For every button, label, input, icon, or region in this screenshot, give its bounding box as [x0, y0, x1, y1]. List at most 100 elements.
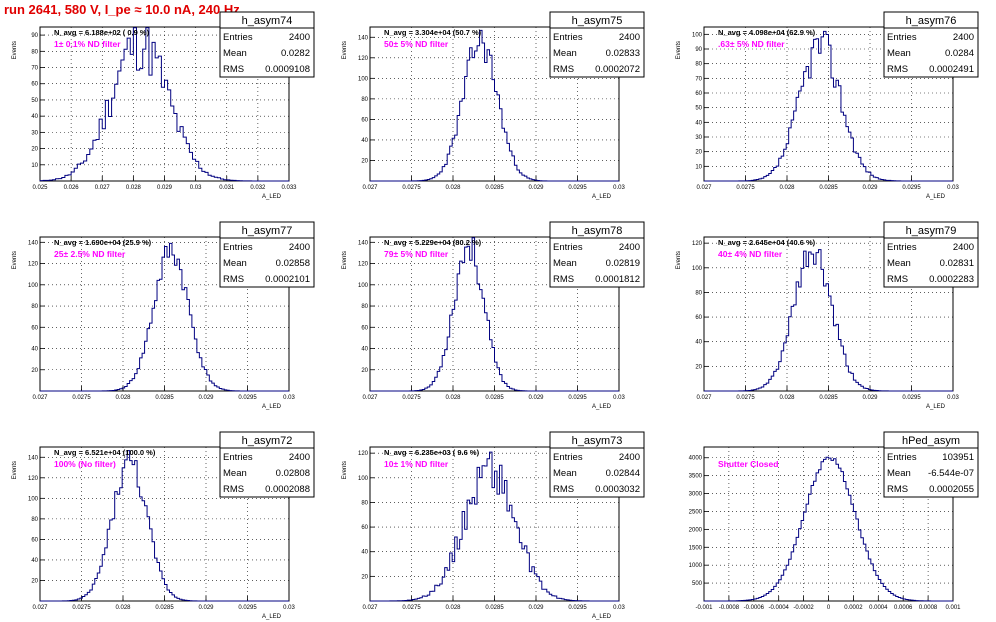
- x-tick-label: 0.029: [198, 395, 214, 401]
- x-tick-label: 0.0008: [919, 605, 938, 611]
- y-tick-label: 120: [28, 262, 39, 268]
- stats-key: Entries: [887, 452, 917, 463]
- y-tick-label: 20: [695, 364, 702, 370]
- x-tick-label: 0.0295: [568, 185, 587, 191]
- histogram-h_asym74: 0.025 0.026 0.027 0.028 0.029 0.03 0.031 0.032 0…: [12, 11, 315, 200]
- x-tick-label: 0.03: [947, 395, 959, 401]
- stats-key: Mean: [223, 468, 247, 479]
- y-tick-label: 40: [361, 138, 368, 144]
- x-tick-label: -0.0008: [719, 605, 740, 611]
- stats-key: RMS: [223, 274, 244, 285]
- filter-annotation: 50± 5% ND filter: [384, 39, 449, 49]
- stats-value: 0.02833: [606, 48, 640, 59]
- stats-key: RMS: [223, 484, 244, 495]
- stats-box-frame: [219, 11, 315, 78]
- x-tick-label: 0.0275: [72, 395, 91, 401]
- stats-value: 0.0002101: [265, 274, 310, 285]
- stats-box-frame: [219, 221, 315, 288]
- x-tick-label: 0.027: [32, 395, 48, 401]
- x-tick-label: 0.0285: [155, 605, 174, 611]
- y-tick-label: 80: [361, 97, 368, 103]
- y-tick-label: 120: [358, 451, 369, 457]
- stats-value: 0.0002072: [595, 64, 640, 75]
- y-tick-label: 40: [695, 120, 702, 126]
- y-tick-label: 100: [28, 283, 39, 289]
- stats-box-title: h_asym78: [572, 225, 623, 237]
- y-tick-label: 100: [28, 496, 39, 502]
- x-tick-label: 0.029: [528, 605, 544, 611]
- stats-value: 0.02831: [940, 258, 974, 269]
- y-tick-label: 20: [31, 368, 38, 374]
- navg-label: N_avg = 3.304e+04 (50.7 %): [384, 28, 482, 37]
- x-tick-label: 0.0295: [238, 395, 257, 401]
- stats-box: h_asym76 Entries 2400 Mean 0.0284 RMS 0.000249…: [883, 11, 979, 78]
- stats-value: 2400: [953, 32, 974, 43]
- x-tick-label: 0.028: [126, 185, 142, 191]
- x-tick-label: 0.001: [945, 605, 961, 611]
- histogram-h_asym79: 0.027 0.0275 0.028 0.0285 0.029 0.0295 0.03 20 4…: [676, 221, 979, 410]
- stats-key: Entries: [553, 242, 583, 253]
- histogram-h_asym73: 0.027 0.0275 0.028 0.0285 0.029 0.0295 0.03 20 4…: [342, 431, 645, 620]
- y-axis-label: Events: [12, 251, 18, 269]
- filter-annotation: 10± 1% ND filter: [384, 459, 449, 469]
- y-tick-label: 50: [31, 98, 38, 104]
- stats-box-frame: [219, 431, 315, 498]
- x-tick-label: 0.0295: [568, 395, 587, 401]
- y-tick-label: 60: [361, 117, 368, 123]
- y-tick-label: 60: [31, 537, 38, 543]
- x-axis-label: A_LED: [592, 404, 612, 410]
- x-tick-label: 0.029: [862, 185, 878, 191]
- y-tick-label: 40: [695, 340, 702, 346]
- x-axis-label: A_LED: [592, 614, 612, 620]
- stats-value: 0.0282: [281, 48, 310, 59]
- navg-label: N_avg = 6.188e+02 ( 0.9 %): [54, 28, 150, 37]
- stats-key: RMS: [887, 64, 908, 75]
- y-tick-label: 120: [358, 262, 369, 268]
- stats-value: 2400: [953, 242, 974, 253]
- y-tick-label: 50: [695, 106, 702, 112]
- x-tick-label: 0.029: [528, 395, 544, 401]
- x-tick-label: 0.028: [115, 395, 131, 401]
- y-tick-label: 140: [358, 240, 369, 246]
- y-tick-label: 60: [31, 82, 38, 88]
- x-tick-label: 0.027: [696, 395, 712, 401]
- histogram-h_asym78: 0.027 0.0275 0.028 0.0285 0.029 0.0295 0.03 20 4…: [342, 221, 645, 410]
- stats-key: Mean: [553, 258, 577, 269]
- y-tick-label: 80: [695, 62, 702, 68]
- stats-key: Entries: [887, 32, 917, 43]
- stats-box-frame: [883, 431, 979, 498]
- x-tick-label: 0.0295: [238, 605, 257, 611]
- stats-value: 2400: [619, 32, 640, 43]
- x-tick-label: 0.029: [198, 605, 214, 611]
- stats-box: h_asym72 Entries 2400 Mean 0.02808 RMS 0.00020…: [219, 431, 315, 498]
- stats-box-frame: [883, 221, 979, 288]
- x-tick-label: 0.0004: [869, 605, 888, 611]
- x-tick-label: 0.033: [281, 185, 297, 191]
- histogram-series: [40, 450, 289, 602]
- x-tick-label: 0.0285: [485, 185, 504, 191]
- stats-box-title: h_asym74: [242, 15, 293, 27]
- y-tick-label: 120: [692, 241, 703, 247]
- x-tick-label: 0.028: [445, 185, 461, 191]
- y-tick-label: 20: [695, 150, 702, 156]
- stats-value: 0.0009108: [265, 64, 310, 75]
- x-tick-label: 0.029: [528, 185, 544, 191]
- histogram-h_asym77: 0.027 0.0275 0.028 0.0285 0.029 0.0295 0.03 20 4…: [12, 221, 315, 410]
- histogram-series: [704, 249, 953, 392]
- stats-key: Mean: [553, 48, 577, 59]
- y-tick-label: 140: [358, 35, 369, 41]
- navg-label: N_avg = 6.235e+03 ( 9.6 %): [384, 448, 480, 457]
- y-tick-label: 90: [695, 47, 702, 53]
- x-tick-label: 0.027: [32, 605, 48, 611]
- stats-box-frame: [549, 11, 645, 78]
- y-tick-label: 40: [31, 558, 38, 564]
- y-axis-label: Events: [676, 251, 682, 269]
- x-tick-label: 0.0275: [736, 395, 755, 401]
- y-tick-label: 20: [361, 158, 368, 164]
- y-tick-label: 60: [695, 315, 702, 321]
- stats-box: h_asym77 Entries 2400 Mean 0.02858 RMS 0.00021…: [219, 221, 315, 288]
- stats-key: RMS: [887, 484, 908, 495]
- x-tick-label: 0.027: [362, 395, 378, 401]
- stats-value: 2400: [289, 32, 310, 43]
